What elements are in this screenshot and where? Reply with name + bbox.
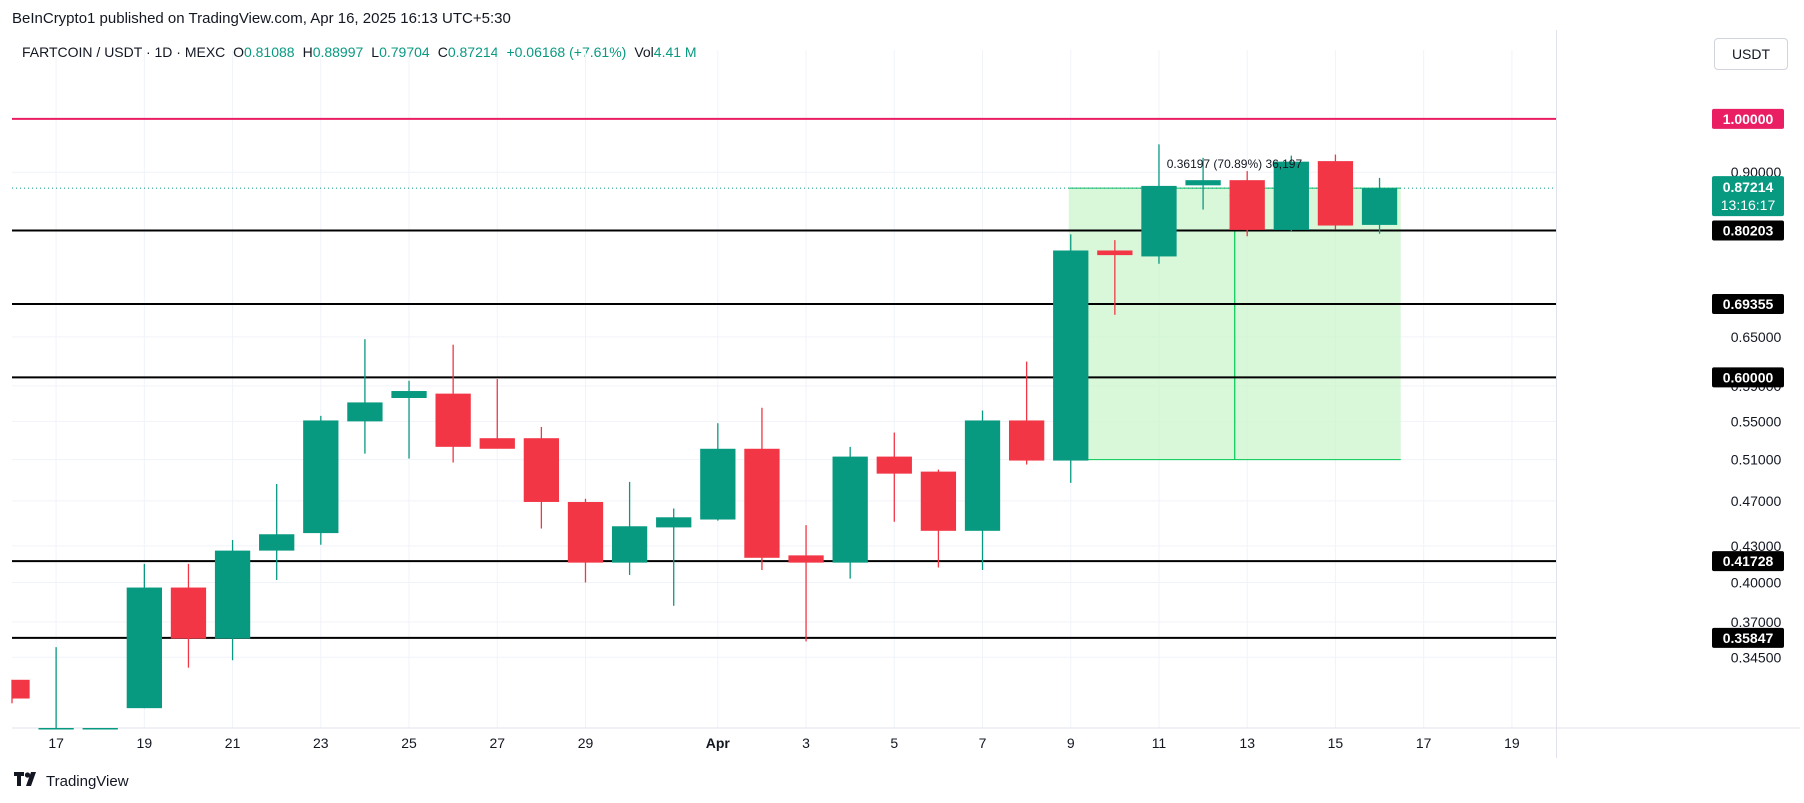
candle-body-2025-03-21[interactable] [214,550,251,639]
y-tick-label: 0.43000 [1731,538,1782,554]
level-tag-label: 0.35847 [1723,630,1774,646]
x-tick-label: 7 [979,735,987,751]
level-tag-label: 0.60000 [1723,369,1774,385]
candle-body-2025-04-09[interactable] [1053,250,1089,461]
x-tick-label: 21 [225,735,241,751]
change-value: +0.06168 (+7.61%) [506,44,627,60]
high-value: 0.88997 [312,44,364,60]
x-tick-label: 11 [1152,735,1167,751]
close-label: C [437,44,448,60]
currency-button[interactable]: USDT [1714,38,1788,70]
x-tick-label: 19 [1504,735,1520,751]
candle-body-2025-03-22[interactable] [259,534,295,551]
level-tag-label: 0.80203 [1723,223,1774,239]
candle-body-2025-03-16[interactable] [12,679,30,699]
candle-body-2025-03-27[interactable] [479,438,515,449]
candle-body-2025-03-28[interactable] [523,438,560,502]
candle-body-2025-03-19[interactable] [126,587,162,709]
candle-body-2025-03-23[interactable] [303,420,339,534]
candle-body-2025-03-26[interactable] [435,393,471,447]
close-value: 0.87214 [447,44,499,60]
tradingview-logo-icon [14,772,40,791]
x-tick-label: 9 [1067,735,1075,751]
y-tick-label: 0.47000 [1731,493,1782,509]
candle-body-2025-03-20[interactable] [170,587,207,639]
candle-body-2025-03-31[interactable] [656,517,692,528]
candle-body-2025-04-07[interactable] [964,420,1001,531]
y-tick-label: 0.65000 [1731,329,1782,345]
high-label: H [302,44,313,60]
level-tag-1 [1712,220,1784,241]
x-tick-label: 19 [137,735,153,751]
level-tag-2 [1712,294,1784,315]
candle-body-2025-04-12[interactable] [1185,180,1221,186]
candle-body-2025-04-10[interactable] [1097,250,1133,256]
level-tag-0 [1712,108,1784,129]
price-range-label: 0.36197 (70.89%) 36,197 [1167,157,1303,171]
candle-body-2025-04-13[interactable] [1229,180,1265,230]
symbol-info-line: FARTCOIN / USDT · 1D · MEXC O0.81088 H0.8… [22,44,705,60]
low-label: L [371,44,380,60]
x-tick-label: 17 [1416,735,1432,751]
level-tag-label: 1.00000 [1723,111,1774,127]
y-tick-label: 0.51000 [1731,452,1782,468]
y-tick-label: 0.37000 [1731,614,1782,630]
x-tick-label: 17 [48,735,64,751]
x-tick-label: 29 [578,735,594,751]
x-tick-label: 3 [802,735,810,751]
candle-countdown-label: 13:16:17 [1721,197,1776,213]
x-tick-label: 15 [1328,735,1344,751]
open-label: O [233,44,244,60]
x-tick-label: 13 [1239,735,1255,751]
candle-body-2025-03-30[interactable] [611,526,648,563]
x-tick-label: 23 [313,735,329,751]
candle-body-2025-04-01[interactable] [700,448,736,520]
level-tag-4 [1712,551,1784,572]
y-tick-label: 0.40000 [1731,574,1782,590]
symbol-name[interactable]: FARTCOIN / USDT · 1D · MEXC [22,44,226,60]
x-tick-label: 25 [401,735,417,751]
candle-body-2025-04-06[interactable] [920,471,957,531]
candle-body-2025-04-14[interactable] [1273,161,1309,230]
candle-body-2025-04-15[interactable] [1317,161,1354,226]
volume-label: Vol [634,44,654,60]
candle-body-2025-03-18[interactable] [82,728,118,730]
tradingview-brand-text: TradingView [46,773,129,790]
candle-body-2025-04-02[interactable] [744,448,780,558]
candle-body-2025-03-17[interactable] [38,728,74,730]
candle-body-2025-04-16[interactable] [1361,188,1398,225]
candle-body-2025-04-11[interactable] [1141,185,1177,257]
candle-body-2025-03-24[interactable] [347,402,383,422]
publisher-line: BeInCrypto1 published on TradingView.com… [12,10,511,27]
level-tag-label: 0.41728 [1723,553,1774,569]
last-price-label: 0.87214 [1723,179,1774,195]
last-price-tag [1712,176,1784,217]
low-value: 0.79704 [379,44,430,60]
level-tag-5 [1712,627,1784,648]
x-tick-label: Apr [706,735,731,751]
candle-body-2025-03-29[interactable] [567,501,604,563]
footer-brand: TradingView [14,772,129,791]
y-tick-label: 0.55000 [1731,413,1782,429]
candle-body-2025-04-04[interactable] [832,456,868,563]
open-value: 0.81088 [243,44,295,60]
x-tick-label: 5 [890,735,898,751]
x-tick-label: 27 [489,735,505,751]
candle-body-2025-04-03[interactable] [788,555,824,563]
candle-body-2025-03-25[interactable] [391,391,427,399]
candle-body-2025-04-08[interactable] [1008,420,1045,461]
level-tag-label: 0.69355 [1723,296,1774,312]
volume-value: 4.41 M [653,44,697,60]
candle-body-2025-04-05[interactable] [876,456,912,474]
level-tag-3 [1712,367,1784,388]
y-tick-label: 0.34500 [1731,649,1782,665]
